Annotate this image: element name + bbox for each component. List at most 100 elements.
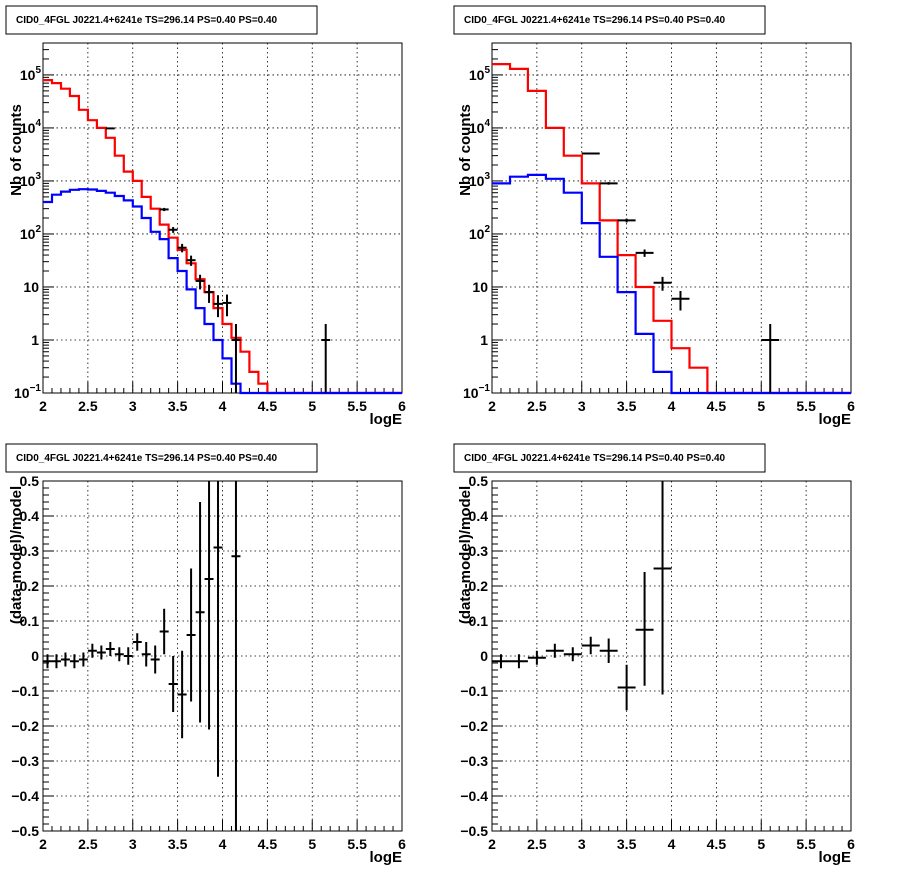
x-axis-title: logE <box>819 411 852 428</box>
y-axis-title: Nb of counts <box>8 104 25 196</box>
x-tick-label: 5 <box>757 398 765 414</box>
y-tick-label: 0.1 <box>469 613 489 629</box>
data-point <box>105 127 115 130</box>
x-tick-label: 5 <box>308 398 316 414</box>
y-tick-label: 0.4 <box>20 508 40 524</box>
data-point <box>617 664 636 711</box>
y-tick-label: 1 <box>31 332 39 348</box>
title-box <box>453 443 766 473</box>
x-tick-label: 4.5 <box>707 836 727 852</box>
x-tick-label: 2.5 <box>527 836 547 852</box>
y-tick-label: 0.5 <box>20 473 40 489</box>
y-tick-label: −0.4 <box>11 788 39 804</box>
y-tick-label: −0.5 <box>460 823 488 839</box>
data-point <box>231 481 241 831</box>
data-point <box>105 642 115 656</box>
x-tick-label: 3 <box>578 398 586 414</box>
x-tick-label: 6 <box>847 836 855 852</box>
data-point <box>186 255 196 266</box>
x-tick-label: 5.5 <box>796 398 816 414</box>
series-line <box>43 188 402 395</box>
data-point <box>69 654 79 669</box>
data-point <box>150 645 160 674</box>
data-point <box>509 654 528 669</box>
data-point <box>231 324 241 393</box>
data-point <box>204 481 214 730</box>
x-tick-label: 4.5 <box>258 836 278 852</box>
pad-top-right: CID0_4FGL J0221.4+6241e TS=296.14 PS=0.4… <box>453 5 855 428</box>
x-axis-title: logE <box>819 849 852 866</box>
data-point <box>141 642 151 667</box>
data-point <box>671 290 690 311</box>
data-point <box>114 647 124 662</box>
x-tick-label: 5.5 <box>796 836 816 852</box>
y-tick-label: 0.4 <box>469 508 489 524</box>
data-point <box>168 227 178 233</box>
x-tick-label: 2.5 <box>78 836 98 852</box>
data-point <box>87 643 97 658</box>
y-tick-label: 0.2 <box>20 578 40 594</box>
grid <box>492 481 851 831</box>
x-tick-label: 4 <box>219 836 227 852</box>
data-point <box>213 295 223 318</box>
data-point <box>177 650 187 739</box>
y-tick-label: 0.2 <box>469 578 489 594</box>
y-axis-title: (data-model)/model <box>457 486 474 624</box>
x-tick-label: 2 <box>488 836 496 852</box>
plot-frame <box>42 42 403 394</box>
data-point <box>51 654 61 669</box>
x-tick-label: 5 <box>757 836 765 852</box>
data-point <box>617 218 636 223</box>
data-point <box>195 502 205 723</box>
y-tick-label: 0 <box>31 648 39 664</box>
data-point <box>186 568 196 702</box>
y-tick-label: −0.1 <box>11 683 39 699</box>
x-tick-label: 3.5 <box>168 836 188 852</box>
x-tick-label: 3.5 <box>168 398 188 414</box>
x-tick-label: 4 <box>219 398 227 414</box>
data-point <box>581 152 600 155</box>
x-tick-label: 6 <box>398 836 406 852</box>
pad-bottom-left: CID0_4FGL J0221.4+6241e TS=296.14 PS=0.4… <box>5 443 406 866</box>
x-tick-label: 4 <box>668 398 676 414</box>
data-point <box>60 652 70 667</box>
data-point <box>545 643 564 658</box>
y-tick-label: −0.1 <box>460 683 488 699</box>
x-axis-title: logE <box>370 849 403 866</box>
x-tick-label: 3 <box>129 398 137 414</box>
data-point <box>123 647 133 665</box>
x-tick-label: 2 <box>488 398 496 414</box>
data-point <box>635 572 654 686</box>
data-points <box>43 481 241 831</box>
x-tick-label: 2.5 <box>78 398 98 414</box>
data-points <box>105 127 331 393</box>
y-tick-label: 10 <box>472 279 488 295</box>
chart-title: CID0_4FGL J0221.4+6241e TS=296.14 PS=0.4… <box>464 15 726 26</box>
y-tick-label: −0.2 <box>11 718 39 734</box>
pad-bottom-right: CID0_4FGL J0221.4+6241e TS=296.14 PS=0.4… <box>453 443 855 866</box>
y-tick-label: 0.3 <box>469 543 489 559</box>
title-box <box>5 443 318 473</box>
x-tick-label: 3 <box>578 836 586 852</box>
data-point <box>653 276 672 291</box>
y-tick-label: −0.3 <box>460 753 488 769</box>
data-point <box>222 294 232 317</box>
data-point <box>168 656 178 712</box>
x-tick-label: 4.5 <box>707 398 727 414</box>
chart-title: CID0_4FGL J0221.4+6241e TS=296.14 PS=0.4… <box>464 453 726 464</box>
y-axis-title: Nb of counts <box>457 104 474 196</box>
y-tick-label: −0.3 <box>11 753 39 769</box>
y-tick-label: 0.1 <box>20 613 40 629</box>
y-tick-label: 0.5 <box>469 473 489 489</box>
data-point <box>635 249 654 257</box>
x-tick-label: 5 <box>308 836 316 852</box>
title-box <box>453 5 766 35</box>
data-point <box>195 274 205 290</box>
data-point <box>599 638 618 663</box>
data-point <box>213 481 223 777</box>
data-point <box>78 652 88 667</box>
data-points <box>581 152 780 393</box>
x-tick-label: 4 <box>668 836 676 852</box>
data-point <box>653 481 672 695</box>
y-tick-label: 1 <box>480 332 488 348</box>
